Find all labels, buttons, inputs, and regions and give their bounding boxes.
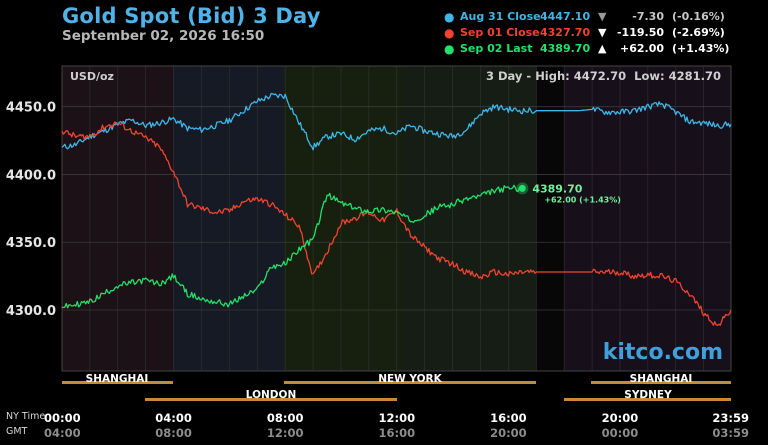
series-line-sep-02-last	[61, 184, 523, 309]
unit-label: USD/oz	[70, 70, 114, 83]
legend-name: Sep 01 Close	[460, 26, 540, 39]
session-label-london: LONDON	[246, 389, 296, 401]
last-price-marker: 4389.70 +62.00 (+1.43%)	[516, 182, 621, 204]
legend-pct: (-2.69%)	[672, 26, 725, 39]
legend-pct: (+1.43%)	[672, 42, 730, 55]
ny-time-tick: 08:00	[267, 411, 304, 425]
legend-change: +62.00	[619, 42, 664, 55]
y-tick-label: 4400.0	[6, 168, 56, 183]
legend-pct: (-0.16%)	[672, 10, 725, 23]
legend-name: Aug 31 Close	[460, 10, 541, 23]
legend-dot-icon: ●	[444, 42, 455, 56]
gmt-label: GMT	[6, 426, 28, 437]
ny-time-tick: 12:00	[378, 411, 415, 425]
down-arrow-icon: ▼	[598, 26, 607, 39]
legend-dot-icon: ●	[444, 10, 455, 24]
series-line-sep-01-close	[61, 121, 732, 326]
x-axis-tick-labels: 00:0004:0004:0008:0008:0012:0012:0016:00…	[44, 411, 749, 440]
y-axis-tick-labels: 4300.0 4350.0 4400.0 4450.0	[6, 101, 56, 319]
down-arrow-icon: ▼	[598, 10, 607, 23]
plot-frame	[61, 65, 732, 372]
legend-value: 4389.70	[540, 42, 591, 55]
session-bar-shanghai	[62, 381, 173, 384]
gmt-time-tick: 20:00	[490, 426, 527, 440]
ny-time-tick: 20:00	[602, 411, 639, 425]
sessions-row-1: SHANGHAI NEW YORK SHANGHAI	[62, 373, 731, 385]
last-price-dot	[518, 184, 526, 192]
chart-title: Gold Spot (Bid) 3 Day	[62, 4, 321, 28]
last-change-label: +62.00 (+1.43%)	[544, 195, 621, 204]
session-bar-new-york	[284, 381, 536, 384]
ny-time-tick: 00:00	[44, 411, 81, 425]
legend-change: -119.50	[616, 26, 664, 39]
y-tick-label: 4350.0	[6, 236, 56, 251]
sessions-row-2: LONDON SYDNEY	[145, 389, 731, 401]
chart-date: September 02, 2026 16:50	[62, 28, 265, 44]
ny-time-tick: 04:00	[155, 411, 192, 425]
watermark: kitco.com	[603, 340, 723, 365]
session-label-shanghai-2: SHANGHAI	[630, 373, 693, 385]
session-bar-shanghai-2	[591, 381, 731, 384]
ny-time-label: NY Time	[6, 411, 45, 422]
ny-time-tick: 23:59	[712, 411, 749, 425]
gmt-time-tick: 00:00	[602, 426, 639, 440]
y-tick-label: 4450.0	[6, 101, 56, 116]
legend-value: 4327.70	[540, 26, 591, 39]
legend-dot-icon: ●	[444, 26, 455, 40]
gmt-time-tick: 16:00	[378, 426, 415, 440]
chart-series	[61, 92, 732, 326]
legend-value: 4447.10	[540, 10, 591, 23]
gmt-time-tick: 12:00	[267, 426, 304, 440]
session-label-new-york: NEW YORK	[378, 373, 442, 385]
session-label-shanghai: SHANGHAI	[86, 373, 149, 385]
session-bar-sydney	[564, 398, 731, 401]
range-annotation: 3 Day - High: 4472.70 Low: 4281.70	[486, 69, 721, 83]
up-arrow-icon: ▲	[598, 42, 607, 55]
last-price-label: 4389.70	[532, 182, 582, 195]
session-label-sydney: SYDNEY	[624, 389, 672, 401]
legend-change: -7.30	[632, 10, 664, 23]
legend-name: Sep 02 Last	[460, 42, 533, 55]
series-line-aug-31-close	[61, 92, 732, 151]
session-bar-london	[145, 398, 397, 401]
chart-gridlines	[62, 66, 731, 371]
y-tick-label: 4300.0	[6, 304, 56, 319]
gmt-time-tick: 03:59	[712, 426, 749, 440]
gmt-time-tick: 04:00	[44, 426, 81, 440]
gmt-time-tick: 08:00	[155, 426, 192, 440]
ny-time-tick: 16:00	[490, 411, 527, 425]
